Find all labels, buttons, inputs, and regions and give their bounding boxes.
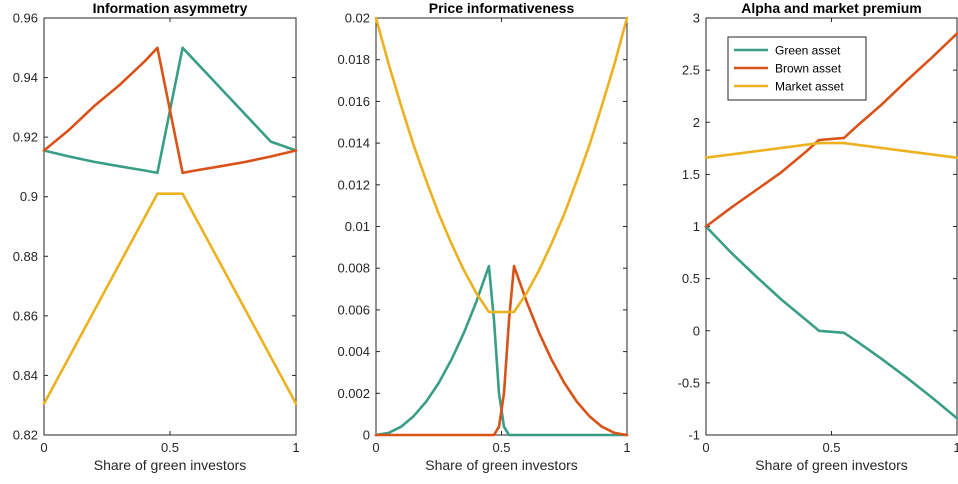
chart-3-series-line-3 (704, 141, 958, 159)
chart-2-ytick-label: 0.004 (337, 344, 370, 359)
chart-1-xlabel: Share of green investors (94, 457, 247, 473)
chart-2-ytick-label: 0.002 (337, 386, 370, 401)
chart-1-ytick-label: 0.94 (13, 70, 38, 85)
chart-1-series-line-2 (42, 46, 298, 175)
chart-2-ytick-label: 0.01 (345, 219, 370, 234)
chart-3-series-line-2 (704, 32, 958, 228)
chart-1-series-line-3 (42, 192, 298, 406)
chart-2-ytick-label: 0.006 (337, 302, 370, 317)
chart-panel-2: 0 0.002 0.004 0.006 0.008 0.01 0.012 0.014 0.016… (337, 0, 630, 473)
chart-3-xtick-label: 1 (953, 440, 958, 455)
chart-1-plot-area (43, 17, 297, 436)
chart-1-title: Information asymmetry (93, 0, 248, 16)
chart-1-ytick-label: 0.82 (13, 428, 38, 443)
chart-2-ytick-label: 0.008 (337, 261, 370, 276)
chart-1-ytick-label: 0.92 (13, 130, 38, 145)
chart-1-xtick-label: 0.5 (161, 440, 179, 455)
chart-3-ytick-label: -1 (688, 428, 700, 443)
chart-3-ytick-label: 0.5 (682, 271, 700, 286)
chart-2-series-line-3 (374, 16, 629, 314)
chart-2-xtick-label: 0.5 (492, 440, 510, 455)
chart-1-ytick-label: 0.88 (13, 249, 38, 264)
chart-3-legend: Green asset Brown asset Market asset (727, 36, 867, 101)
chart-3-ytick-label: 1 (693, 219, 700, 234)
chart-3-ytick-label: -0.5 (678, 375, 700, 390)
chart-3-xlabel: Share of green investors (755, 457, 908, 473)
chart-2-xtick-label: 1 (623, 440, 630, 455)
chart-3-ytick-label: 1.5 (682, 167, 700, 182)
chart-3-title: Alpha and market premium (741, 0, 922, 16)
chart-1-ytick-label: 0.86 (13, 308, 38, 323)
chart-3-xtick-label: 0 (702, 440, 709, 455)
chart-3-series-line-1 (704, 225, 958, 420)
chart-2-xtick-label: 0 (372, 440, 379, 455)
chart-1-xtick-label: 0 (40, 440, 47, 455)
chart-2-ytick-label: 0.018 (337, 52, 370, 67)
chart-2-ytick-label: 0.012 (337, 177, 370, 192)
chart-3-legend-label: Green asset (775, 44, 841, 58)
chart-2-series-line-2 (374, 264, 629, 437)
chart-1-ytick-label: 0.9 (20, 189, 38, 204)
chart-2-series-line-1 (374, 264, 629, 437)
chart-panel-3: -1 -0.5 0 0.5 1 1.5 2 2.5 3 0 0.5 1 Alpha and market… (678, 0, 958, 473)
chart-3-xtick-label: 0.5 (822, 440, 840, 455)
chart-2-ytick-label: 0.02 (345, 11, 370, 26)
chart-3-legend-label: Market asset (775, 80, 844, 94)
chart-3-legend-label: Brown asset (775, 62, 842, 76)
chart-2-ytick-label: 0.014 (337, 136, 370, 151)
chart-2-title: Price informativeness (429, 0, 575, 16)
chart-3-ytick-label: 3 (693, 11, 700, 26)
chart-1-ytick-label: 0.96 (13, 11, 38, 26)
chart-2-ytick-label: 0 (363, 428, 370, 443)
chart-1-ytick-label: 0.84 (13, 368, 38, 383)
chart-2-xlabel: Share of green investors (425, 457, 578, 473)
chart-3-ytick-label: 2.5 (682, 63, 700, 78)
chart-1-xtick-label: 1 (292, 440, 299, 455)
chart-2-ytick-label: 0.016 (337, 94, 370, 109)
chart-3-ytick-label: 0 (693, 323, 700, 338)
chart-panel-1: 0.82 0.84 0.86 0.88 0.9 0.92 0.94 0.96 0 0.5 1 Info… (13, 0, 300, 473)
chart-3-ytick-label: 2 (693, 115, 700, 130)
chart-2-plot-area (375, 17, 628, 436)
